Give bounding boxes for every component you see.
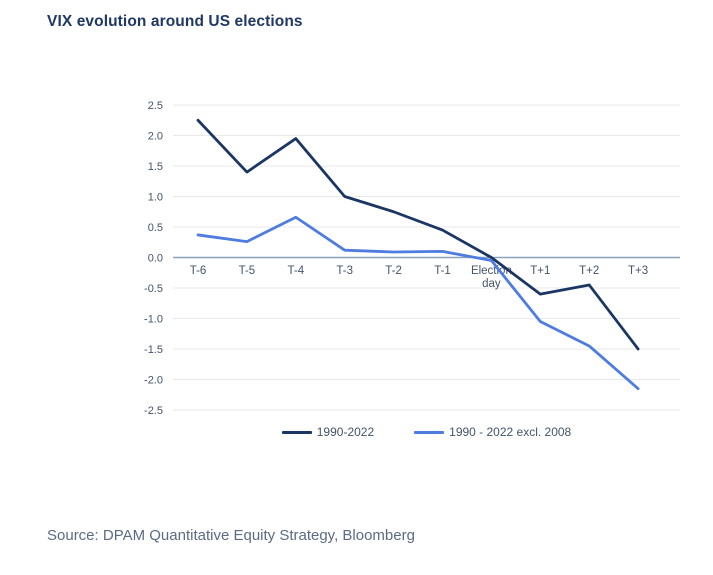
x-tick-label: T-3 [336, 265, 353, 277]
x-tick-label: T+3 [628, 265, 648, 277]
x-tick-label: T-1 [434, 265, 451, 277]
y-tick-label: -2.0 [144, 374, 163, 386]
legend-line-swatch-light [414, 430, 445, 434]
x-tick-label: T-6 [190, 265, 207, 277]
legend-item-1990-2022: 1990-2022 [281, 425, 375, 439]
y-tick-label: 0.0 [148, 252, 163, 264]
x-tick-label: T-4 [287, 265, 304, 277]
legend-line-swatch-dark [281, 430, 312, 434]
series-line-light [196, 215, 640, 391]
x-tick-label: T+2 [579, 265, 599, 277]
legend-label: 1990-2022 [316, 425, 375, 439]
y-tick-label: 0.5 [148, 222, 163, 234]
legend-item-1990-2022-excl-2008: 1990 - 2022 excl. 2008 [414, 425, 571, 439]
y-tick-label: 1.0 [148, 191, 163, 203]
legend-label: 1990 - 2022 excl. 2008 [449, 425, 572, 439]
y-tick-label: -1.5 [144, 344, 163, 356]
series-line-dark [196, 118, 640, 351]
y-tick-label: -1.0 [144, 313, 163, 325]
x-tick-label: T-2 [385, 265, 402, 277]
chart-legend: 1990-2022 1990 - 2022 excl. 2008 [173, 425, 680, 439]
y-tick-label: 2.0 [148, 130, 163, 142]
y-tick-label: 1.5 [148, 161, 163, 173]
y-tick-label: 2.5 [148, 100, 163, 112]
x-tick-label: T-5 [239, 265, 256, 277]
source-text: Source: DPAM Quantitative Equity Strateg… [47, 527, 415, 544]
y-tick-label: -0.5 [144, 283, 163, 295]
y-tick-label: -2.5 [144, 405, 163, 417]
page-title: VIX evolution around US elections [47, 13, 303, 30]
x-tick-label: T+1 [530, 265, 550, 277]
